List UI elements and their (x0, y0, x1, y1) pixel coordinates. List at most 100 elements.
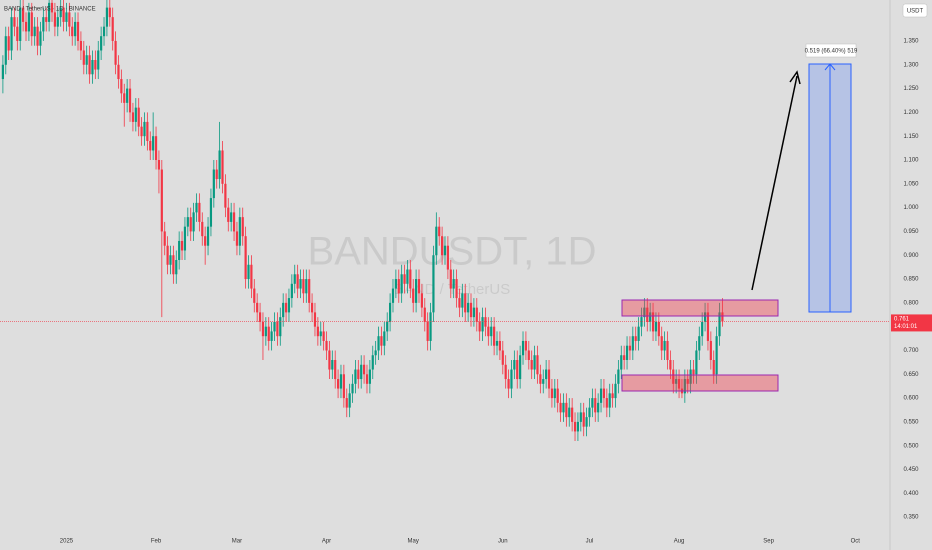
x-tick-label: Jul (586, 539, 594, 545)
projection-arrow-head (789, 70, 801, 85)
candle-body (357, 369, 360, 380)
y-tick-label: 0.850 (903, 277, 919, 283)
candle-body (472, 307, 475, 318)
candle-body (417, 279, 421, 294)
candle-body (71, 26, 74, 37)
candle-body (16, 26, 19, 41)
x-tick-label: Apr (322, 539, 331, 545)
candle-body (82, 50, 85, 65)
candle-body (7, 36, 10, 51)
candle-body (458, 298, 461, 308)
candle-body (478, 321, 481, 332)
candle-body (524, 340, 528, 351)
candle-body (143, 121, 146, 137)
candle-body (588, 407, 591, 418)
candle-body (227, 207, 230, 222)
candle-body (120, 79, 123, 94)
candle-body (617, 369, 620, 384)
candle-body (599, 388, 603, 403)
candle-body (65, 12, 68, 22)
candle-body (261, 321, 265, 337)
candle-body (102, 26, 106, 37)
candle-body (114, 40, 117, 65)
candle-body (247, 264, 250, 280)
candle-body (455, 279, 458, 299)
candle-body (461, 293, 464, 308)
candle-body (669, 360, 672, 370)
candle-body (316, 326, 319, 337)
candle-body (683, 379, 686, 394)
candle-body (573, 421, 577, 432)
candle-body (290, 283, 293, 299)
candle-body (391, 288, 395, 303)
candle-body (490, 326, 493, 337)
candle-body (539, 374, 542, 384)
candle-body (201, 221, 204, 237)
candle-body (91, 60, 94, 75)
candle-body (42, 17, 45, 32)
candle-body (192, 212, 195, 232)
candle-body (565, 402, 568, 418)
candle-body (582, 412, 585, 427)
candle-body (111, 17, 114, 41)
candle-body (258, 312, 262, 322)
resistance-zone (621, 299, 779, 317)
candle-body (406, 269, 409, 284)
candle-body (666, 340, 669, 360)
y-tick-label: 0.350 (903, 515, 919, 521)
candle-body (631, 336, 634, 351)
candle-body (487, 326, 490, 337)
candle-body (27, 12, 30, 32)
candle-body (331, 360, 334, 370)
candle-body (533, 355, 536, 370)
candle-body (400, 274, 403, 294)
measure-label: 0.519 (66.40%) 519 (805, 49, 858, 55)
candle-body (117, 64, 120, 80)
candle-body (209, 198, 213, 227)
candle-body (677, 379, 681, 389)
candle-body (299, 279, 302, 289)
y-tick-label: 0.600 (903, 396, 919, 402)
candle-body (166, 245, 169, 265)
candle-body (36, 26, 39, 46)
candle-body (360, 364, 363, 380)
y-tick-label: 1.100 (903, 158, 919, 164)
candle-body (62, 7, 65, 22)
y-tick-label: 0.650 (903, 372, 919, 378)
candle-body (542, 379, 545, 384)
candle-body (39, 31, 42, 46)
x-tick-label: Oct (851, 539, 861, 545)
symbol-title: BAND / TetherUS · 1D · BINANCE (4, 7, 96, 13)
candle-body (412, 288, 415, 303)
candle-body (692, 369, 695, 375)
candle-body (646, 307, 649, 322)
candle-body (276, 321, 279, 337)
candle-body (614, 383, 617, 399)
y-tick-label: 0.800 (903, 300, 919, 306)
candle-body (365, 374, 369, 384)
candle-body (695, 350, 698, 375)
candle-body (10, 17, 13, 51)
candle-body (24, 21, 28, 32)
candle-body (611, 393, 614, 399)
candle-body (591, 398, 594, 408)
candle-body (469, 302, 473, 318)
candle-body (336, 379, 340, 389)
candle-body (157, 160, 161, 170)
candle-body (654, 321, 658, 332)
candle-body (504, 364, 507, 380)
candle-body (244, 236, 247, 280)
candle-body (394, 279, 397, 289)
x-tick-label: Feb (151, 539, 162, 545)
candle-body (154, 136, 158, 160)
candle-body (198, 202, 201, 222)
candle-body (126, 88, 129, 103)
candle-body (498, 340, 502, 351)
candle-body (594, 398, 597, 413)
candle-body (550, 388, 554, 399)
candle-body (634, 336, 637, 341)
candle-body (657, 321, 660, 337)
candle-body (140, 126, 143, 137)
candle-body (172, 255, 175, 275)
